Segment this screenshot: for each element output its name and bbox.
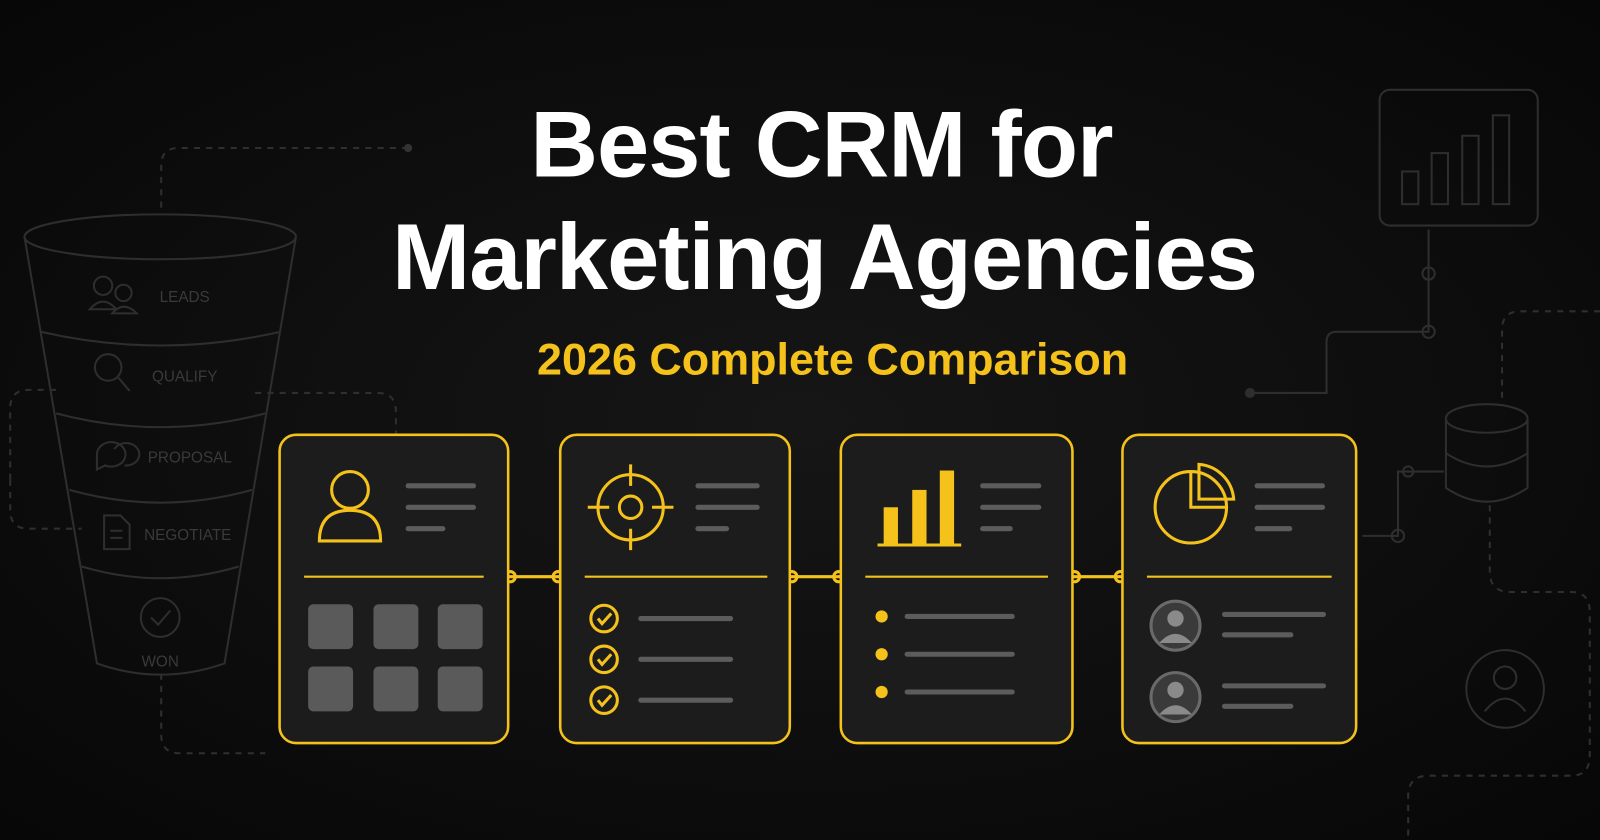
card-analytics-shape xyxy=(912,489,927,545)
title-line: Best CRM for xyxy=(530,92,1113,197)
card-targets-shape xyxy=(596,612,613,626)
card-reports-shape xyxy=(1167,681,1184,699)
card-contacts xyxy=(278,433,510,745)
card-contacts-shape xyxy=(308,604,354,650)
card-contacts-shape xyxy=(373,604,419,650)
card-targets-shape xyxy=(589,644,619,675)
decor-lines-shape xyxy=(404,143,413,153)
decor-lines-shape xyxy=(1244,387,1256,399)
decor-lines-shape xyxy=(1461,134,1480,206)
funnel-shape xyxy=(110,305,140,315)
decor-lines-shape xyxy=(160,146,409,215)
card-analytics-shape xyxy=(839,433,1074,745)
card-analytics-shape xyxy=(875,610,888,623)
card-contacts-shape xyxy=(317,508,383,543)
card-contacts-shape xyxy=(437,666,483,712)
funnel-stage: WON xyxy=(142,653,179,670)
decor-lines-shape xyxy=(1362,470,1444,537)
funnel-stage: LEADS xyxy=(160,289,210,306)
card-reports-shape xyxy=(1197,462,1236,501)
funnel-shape xyxy=(150,609,172,627)
funnel-stage: NEGOTIATE xyxy=(144,527,231,544)
decor-lines-shape xyxy=(1390,528,1406,543)
card-reports-shape xyxy=(1167,610,1184,627)
decor-lines-shape xyxy=(1421,324,1436,339)
funnel-shape xyxy=(81,565,240,580)
card-analytics-shape xyxy=(939,470,955,545)
decor-lines-shape xyxy=(1492,665,1518,690)
card-reports-shape xyxy=(1189,471,1227,509)
funnel-shape xyxy=(23,236,297,676)
funnel-stage: PROPOSAL xyxy=(148,449,232,466)
card-analytics-shape xyxy=(883,507,898,545)
card-targets-shape xyxy=(596,653,613,667)
title-line: Marketing Agencies xyxy=(392,204,1257,309)
decor-lines-shape xyxy=(1430,152,1449,206)
decor-lines-shape xyxy=(1250,229,1430,394)
funnel-shape xyxy=(114,283,133,303)
funnel-shape xyxy=(103,514,131,551)
funnel: LEADS QUALIFY PROPOSAL NEGOTIATE WON xyxy=(23,213,297,676)
funnel-shape xyxy=(92,275,114,296)
card-reports xyxy=(1121,433,1358,745)
decor-lines-shape xyxy=(1407,505,1591,840)
card-reports-shape xyxy=(1121,433,1358,745)
funnel-stage: QUALIFY xyxy=(152,369,217,386)
decor-lines-shape xyxy=(1444,418,1529,503)
card-reports-shape xyxy=(1159,705,1192,715)
funnel-shape xyxy=(117,376,131,392)
subtitle: 2026 Complete Comparison xyxy=(537,334,1128,385)
card-contacts-shape xyxy=(308,666,354,712)
funnel-shape xyxy=(95,441,127,472)
card-contacts-shape xyxy=(373,666,419,712)
decor-lines-shape xyxy=(1483,697,1527,713)
card-analytics xyxy=(839,433,1074,745)
decor-lines-shape xyxy=(9,388,62,480)
funnel-shape xyxy=(55,412,266,429)
decor-lines-shape xyxy=(1491,114,1511,206)
funnel-shape xyxy=(113,442,141,467)
card-targets-shape xyxy=(596,694,613,708)
card-analytics-shape xyxy=(875,685,888,699)
funnel-shape xyxy=(93,353,123,382)
card-targets-shape xyxy=(589,685,619,715)
decor-lines-shape xyxy=(1378,88,1539,227)
funnel-shape xyxy=(69,488,253,504)
funnel-shape xyxy=(40,330,281,347)
decor-lines-shape xyxy=(1421,266,1436,281)
card-targets xyxy=(558,433,792,745)
decor-lines-shape xyxy=(1401,170,1420,206)
card-targets-shape xyxy=(587,464,674,551)
card-targets-shape xyxy=(589,603,619,634)
decor-lines xyxy=(9,88,1600,840)
decor-lines-shape xyxy=(1465,649,1545,729)
card-contacts-shape xyxy=(437,604,483,650)
card-targets-shape xyxy=(617,494,644,521)
card-reports-shape xyxy=(1159,633,1192,644)
card-analytics-shape xyxy=(875,648,888,661)
decor-lines-shape xyxy=(160,673,266,755)
decor-lines-shape xyxy=(1402,465,1415,478)
funnel-shape xyxy=(139,597,181,638)
card-contacts-shape xyxy=(330,470,370,510)
card-targets-shape xyxy=(558,433,792,745)
decor-lines-shape xyxy=(255,391,397,439)
card-connectors xyxy=(503,570,1128,584)
